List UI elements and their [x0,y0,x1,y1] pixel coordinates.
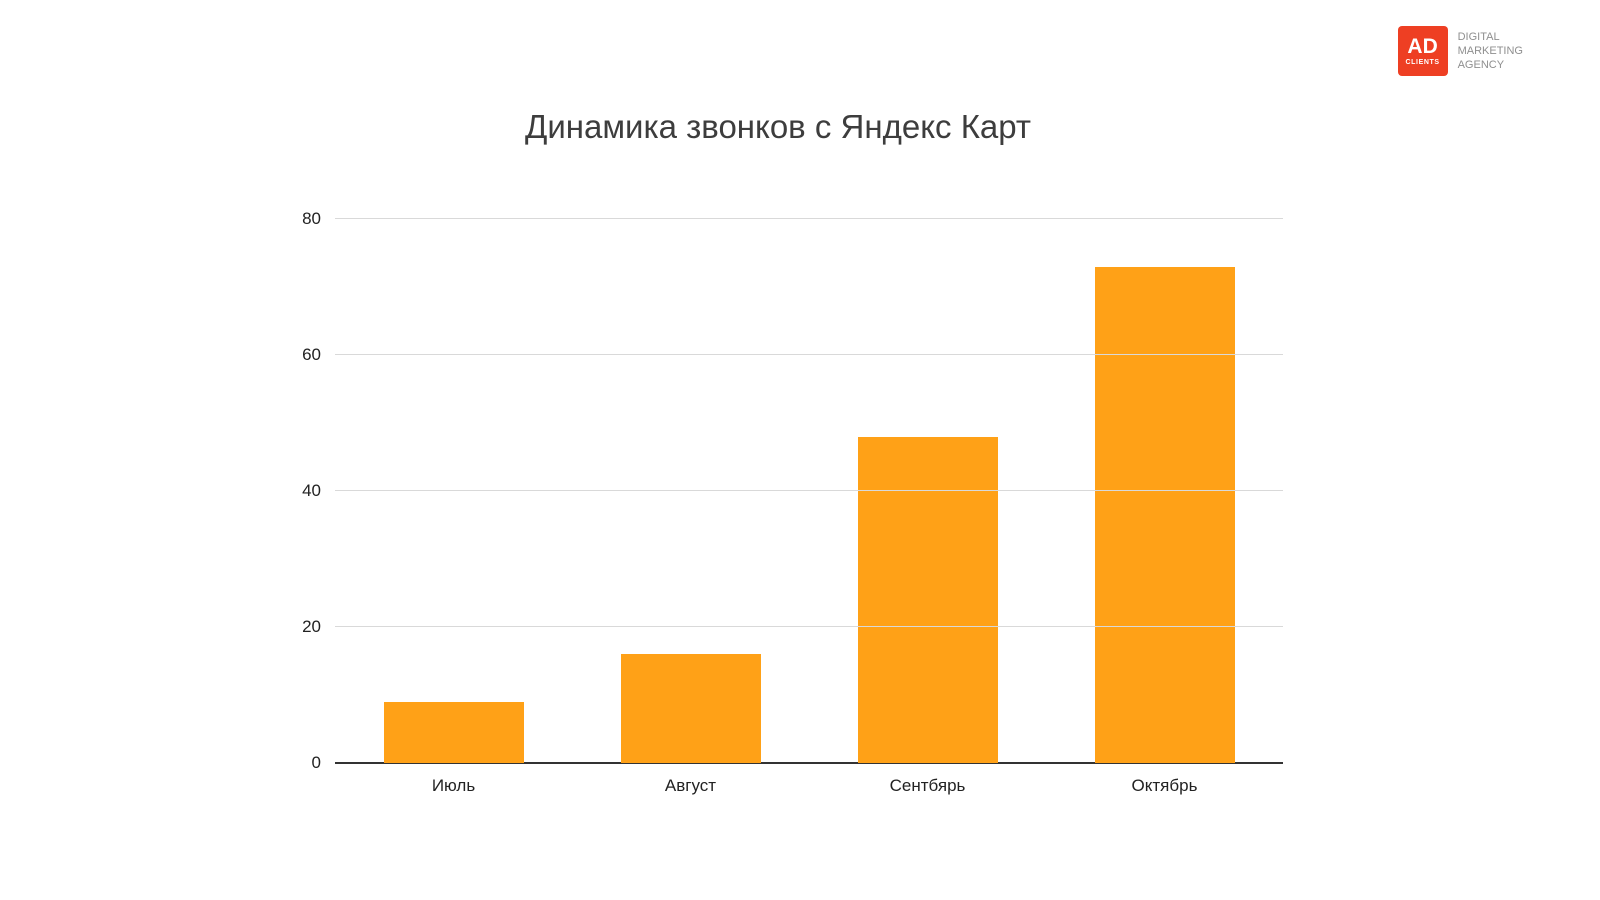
x-axis-line [335,762,1283,764]
gridline [335,490,1283,491]
bar-Июль [383,701,524,763]
y-axis-tick-label: 60 [302,345,321,364]
x-axis-label: Сентбярь [889,776,966,795]
y-axis-tick-label: 0 [311,753,321,772]
logo-tagline-line: AGENCY [1457,59,1505,72]
gridline [335,354,1283,355]
bar-Сентбярь [857,436,998,763]
y-axis-tick-label: 20 [302,617,321,636]
bar-chart: Июль Август Сентбярь Октябрь 0 20 40 60 80 [302,209,1283,795]
bar-slot [335,219,572,763]
y-axis-tick-label: 40 [302,481,321,500]
bar-slot [809,219,1046,763]
bar-slot [572,219,809,763]
logo-tagline-line: DIGITAL [1457,30,1500,43]
adclients-logo: AD CLIENTS [1397,26,1448,76]
gridline [335,218,1283,219]
x-axis-label: Август [664,776,717,795]
chart-title: Динамика звонков с Яндекс Карт [524,108,1032,145]
y-axis-tick-label: 80 [302,209,321,228]
logo-tagline: DIGITAL MARKETING AGENCY [1458,30,1523,73]
x-axis-label: Октябрь [1131,776,1198,795]
bars-container [335,219,1283,763]
x-axis-label: Июль [431,776,476,795]
bar-Октябрь [1094,266,1235,763]
logo-ad-text: AD [1407,35,1438,58]
logo-tagline-line: MARKETING [1457,44,1523,57]
gridline [335,626,1283,627]
logo: AD CLIENTS DIGITAL MARKETING AGENCY [1397,26,1523,76]
x-axis-labels: Июль Август Сентбярь Октябрь [335,776,1283,796]
bar-Август [620,654,761,763]
bar-slot [1046,219,1283,763]
logo-clients-text: CLIENTS [1405,59,1440,66]
